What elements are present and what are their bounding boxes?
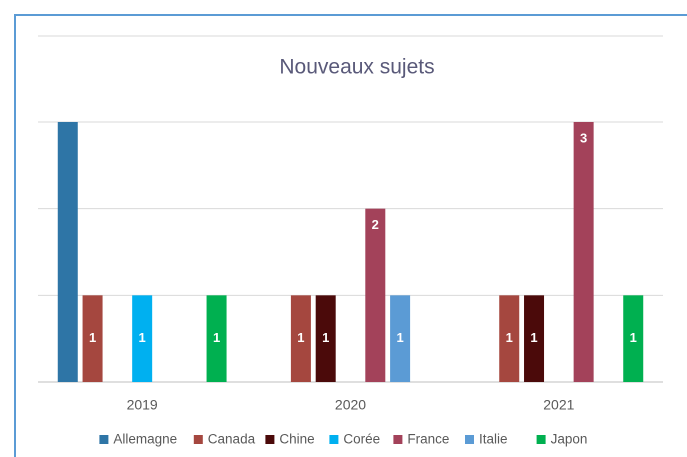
data-label: 2: [372, 217, 379, 232]
bar: [315, 295, 336, 382]
bar: [524, 295, 545, 382]
bar: [206, 295, 227, 382]
bar: [57, 122, 78, 382]
legend-swatch: [329, 435, 339, 444]
legend-swatch: [99, 435, 109, 444]
legend-label: Corée: [343, 432, 380, 447]
legend-label: Canada: [208, 432, 256, 447]
bar: [623, 295, 644, 382]
x-tick-label: 2021: [543, 397, 574, 413]
bar: [365, 208, 386, 382]
data-label: 1: [297, 330, 304, 345]
legend-swatch: [465, 435, 474, 444]
legend-label: Chine: [279, 432, 314, 447]
data-label: 1: [89, 330, 96, 345]
legend-label: France: [407, 432, 449, 447]
data-label: 3: [580, 130, 587, 145]
x-tick-label: 2019: [127, 397, 158, 413]
bar: [499, 295, 520, 382]
legend-swatch: [393, 435, 403, 444]
data-label: 1: [630, 330, 637, 345]
legend-label: Allemagne: [113, 432, 177, 447]
legend-swatch: [265, 435, 275, 444]
bar: [132, 295, 153, 382]
data-label: 1: [396, 330, 403, 345]
data-label: 1: [506, 330, 513, 345]
x-tick-label: 2020: [335, 397, 366, 413]
legend-swatch: [193, 435, 203, 444]
legend-swatch: [536, 435, 546, 444]
legend-label: Japon: [551, 432, 588, 447]
bar: [573, 122, 594, 382]
data-label: 1: [213, 330, 220, 345]
bar: [290, 295, 311, 382]
data-label: 1: [139, 330, 146, 345]
data-label: 1: [322, 330, 329, 345]
bar: [82, 295, 103, 382]
data-label: 1: [530, 330, 537, 345]
bar: [390, 295, 411, 382]
legend-label: Italie: [479, 432, 508, 447]
chart-title: Nouveaux sujets: [279, 56, 434, 79]
